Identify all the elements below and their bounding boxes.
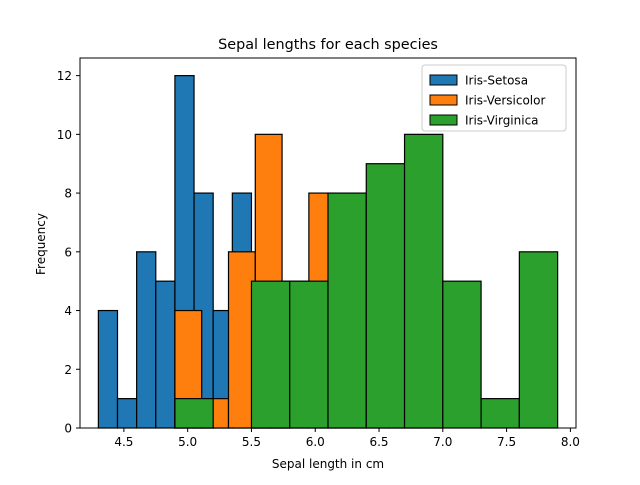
- legend-label: Iris-Versicolor: [465, 94, 545, 108]
- y-tick-label: 6: [64, 245, 72, 259]
- x-tick-label: 4.5: [114, 435, 133, 449]
- y-tick-label: 10: [57, 128, 72, 142]
- x-tick-label: 8.0: [561, 435, 580, 449]
- x-tick-label: 5.5: [242, 435, 261, 449]
- y-tick-label: 12: [57, 69, 72, 83]
- legend: Iris-Setosa Iris-Versicolor Iris-Virginica: [421, 64, 567, 132]
- y-tick-label: 2: [64, 363, 72, 377]
- legend-label: Iris-Setosa: [465, 74, 528, 88]
- y-tick-label: 4: [64, 304, 72, 318]
- bar-1-3: [136, 251, 157, 429]
- legend-swatch: [429, 94, 458, 106]
- bar-3-6: [365, 163, 406, 429]
- legend-swatch: [429, 74, 458, 86]
- legend-label: Iris-Virginica: [465, 114, 539, 128]
- bar-3-9: [480, 398, 520, 429]
- legend-swatch: [429, 114, 458, 126]
- bar-3-7: [403, 133, 444, 429]
- x-tick-label: 6.5: [369, 435, 388, 449]
- x-tick-label: 7.5: [497, 435, 516, 449]
- y-axis-label: Frequency: [34, 213, 48, 275]
- x-axis-label: Sepal length in cm: [272, 457, 384, 471]
- x-tick-label: 6.0: [306, 435, 325, 449]
- x-tick-label: 7.0: [433, 435, 452, 449]
- y-tick-label: 0: [64, 422, 72, 436]
- bars-layer: [97, 75, 559, 429]
- bar-3-1: [174, 398, 214, 429]
- chart-title: Sepal lengths for each species: [218, 37, 438, 53]
- plot-frame: [79, 57, 577, 429]
- bar-1-2: [116, 398, 138, 429]
- bar-3-3: [250, 280, 291, 429]
- bar-3-8: [442, 280, 482, 429]
- bar-3-10: [518, 251, 559, 429]
- bar-3-4: [289, 280, 329, 429]
- bar-1-4: [155, 280, 176, 429]
- axes-layer: [79, 57, 577, 429]
- y-tick-label: 8: [64, 187, 72, 201]
- bar-1-1: [97, 309, 119, 429]
- legend-box: [421, 64, 567, 132]
- ticks-layer: 4.5 5.0 5.5 6.0 6.5 7.0 7.5 8.0 0 2 4 6 8 10 12: [57, 69, 580, 449]
- x-tick-label: 5.0: [178, 435, 197, 449]
- bar-3-5: [327, 192, 367, 429]
